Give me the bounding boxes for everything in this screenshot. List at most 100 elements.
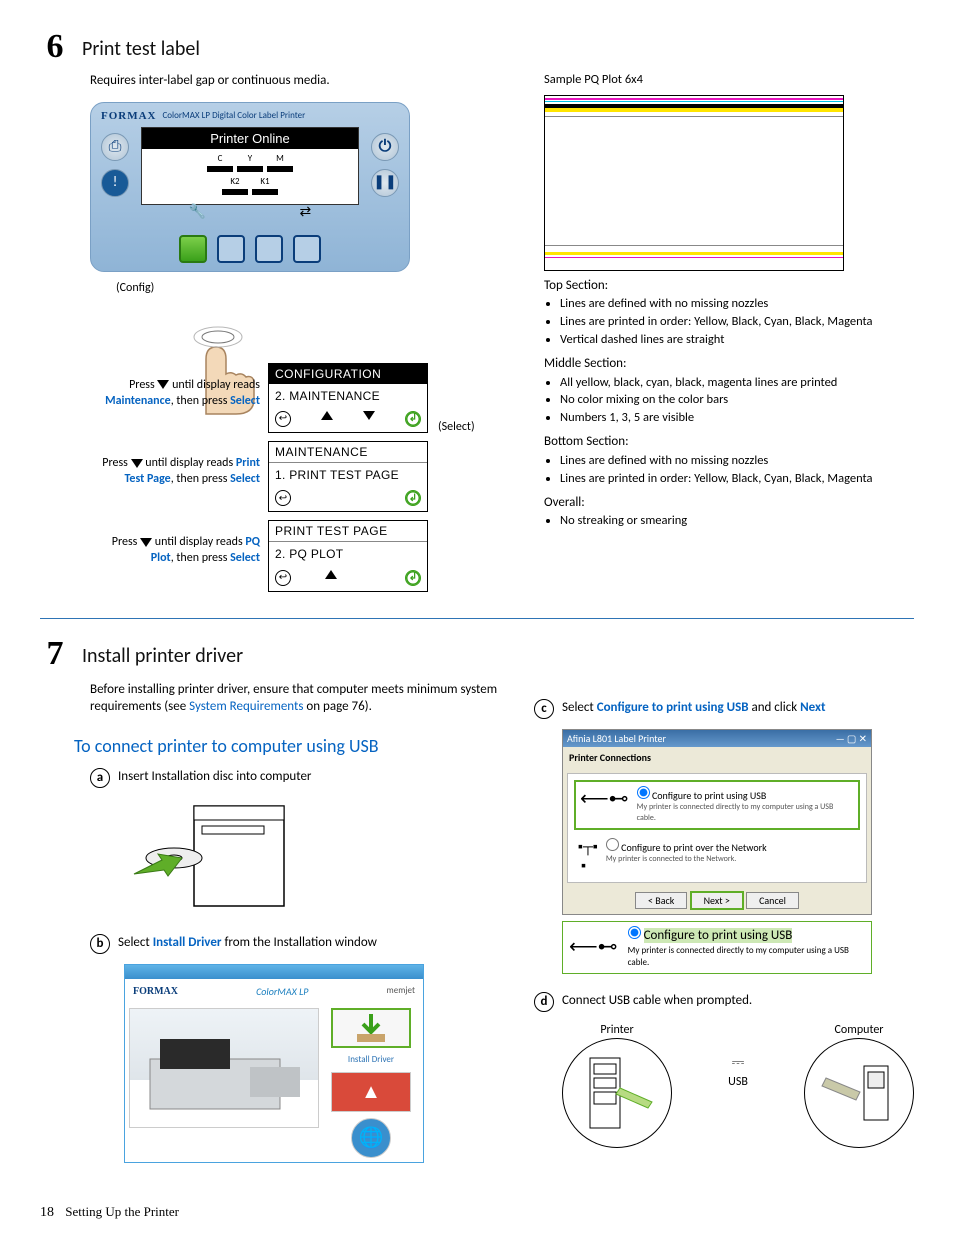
installer-brand2: ColorMAX LP xyxy=(256,985,308,999)
pq-section-list: No streaking or smearing xyxy=(560,513,914,530)
step-a: a Insert Installation disc into computer xyxy=(90,768,510,788)
pq-list-item: No color mixing on the color bars xyxy=(560,392,914,409)
down-arrow-icon xyxy=(140,538,152,547)
step6-title: Print test label xyxy=(82,30,200,63)
usb-callout-radio[interactable] xyxy=(628,926,641,939)
printer-port-diagram xyxy=(562,1038,672,1148)
menu-row-3: 2. PQ PLOT xyxy=(269,542,427,566)
select-icon: ↲ xyxy=(405,570,421,586)
power-button-icon: ⏻ xyxy=(371,133,399,161)
pq-section-title: Overall: xyxy=(544,494,914,512)
nav-button-4 xyxy=(293,235,321,263)
alert-button-icon: ! xyxy=(101,169,129,197)
select-icon: ↲ xyxy=(405,411,421,427)
menu-instr-3: Press until display reads PQ Plot, then … xyxy=(90,520,260,566)
user-guide-icon: ▲ xyxy=(331,1072,411,1112)
system-requirements-link[interactable]: System Requirements xyxy=(189,699,303,714)
ink-levels: C Y M xyxy=(142,153,358,172)
usb-icon: ⟵⊷ xyxy=(569,934,618,961)
menu-box-maintenance: MAINTENANCE 1. PRINT TEST PAGE ↩ ↲ xyxy=(268,441,428,512)
down-arrow-icon xyxy=(157,380,169,389)
step-d-text: Connect USB cable when prompted. xyxy=(562,992,752,1010)
step7-number: 7 xyxy=(40,637,70,671)
step7-intro: Before installing printer driver, ensure… xyxy=(90,681,510,716)
print-button-icon: ⎙ xyxy=(101,133,129,161)
back-button[interactable]: < Back xyxy=(635,892,687,910)
step-b-text: Select Install Driver from the Installat… xyxy=(118,934,377,952)
step-letter-a: a xyxy=(90,768,110,788)
pq-list-item: No streaking or smearing xyxy=(560,513,914,530)
installer-window-mock: FORMAX ColorMAX LP memjet Install Dri xyxy=(124,964,424,1164)
pq-section-title: Middle Section: xyxy=(544,355,914,373)
menu-hdr-1: CONFIGURATION xyxy=(269,364,427,384)
pq-section-list: Lines are defined with no missing nozzle… xyxy=(560,453,914,488)
usb-radio[interactable] xyxy=(637,786,650,799)
pq-list-item: Vertical dashed lines are straight xyxy=(560,332,914,349)
up-arrow-icon xyxy=(321,411,333,420)
install-driver-label: Install Driver xyxy=(348,1054,394,1066)
pq-section-list: Lines are defined with no missing nozzle… xyxy=(560,296,914,349)
pause-button-icon: ❚❚ xyxy=(371,169,399,197)
usb-icon: ⟵⊷ xyxy=(580,786,629,813)
select-icon: ↲ xyxy=(405,490,421,506)
installer-brand3: memjet xyxy=(387,985,415,997)
cancel-button[interactable]: Cancel xyxy=(746,892,799,910)
lcd-subtitle: ColorMAX LP Digital Color Label Printer xyxy=(163,110,306,122)
pq-plot-title: Sample PQ Plot 6x4 xyxy=(544,72,914,89)
next-button[interactable]: Next > xyxy=(690,891,744,911)
step-d: d Connect USB cable when prompted. xyxy=(534,992,914,1012)
wrench-icon: 🔧 xyxy=(189,203,206,222)
config-button xyxy=(179,235,207,263)
step6-header: 6 Print test label xyxy=(40,30,914,64)
wifi-icon: ⇄ xyxy=(300,203,312,222)
usb-callout: ⟵⊷ Configure to print using USB My print… xyxy=(562,921,872,974)
computer-port-diagram xyxy=(804,1038,914,1148)
install-driver-button[interactable] xyxy=(331,1008,411,1048)
nav-button-row xyxy=(91,235,409,263)
back-icon: ↩ xyxy=(275,570,291,586)
config-label: (Config) xyxy=(116,280,154,296)
network-icon: ▪┬▪ ▪ xyxy=(578,838,598,876)
computer-label: Computer xyxy=(804,1022,914,1038)
installer-brand1: FORMAX xyxy=(133,985,178,999)
down-arrow-icon xyxy=(363,411,375,420)
menu-row-2: 1. PRINT TEST PAGE xyxy=(269,463,427,487)
lcd-screen: Printer Online C Y M K2 K1 🔧 ⇄ xyxy=(141,127,359,205)
network-radio[interactable] xyxy=(606,838,619,851)
menu-box-print-test: PRINT TEST PAGE 2. PQ PLOT ↩ ↲ xyxy=(268,520,428,591)
step-letter-d: d xyxy=(534,992,554,1012)
usb-symbol-icon: ⎓ xyxy=(728,1052,748,1074)
menu-instr-1: Press until display reads Maintenance, t… xyxy=(90,363,260,409)
page-number: 18 xyxy=(40,1205,54,1220)
printer-connections-dialog: Afinia L801 Label Printer — ▢ ✕ Printer … xyxy=(562,729,872,916)
step7-title: Install printer driver xyxy=(82,637,243,670)
pq-list-item: Lines are printed in order: Yellow, Blac… xyxy=(560,471,914,488)
menu-hdr-3: PRINT TEST PAGE xyxy=(269,521,427,542)
pq-list-item: Numbers 1, 3, 5 are visible xyxy=(560,410,914,427)
back-icon: ↩ xyxy=(275,490,291,506)
up-arrow-icon xyxy=(325,570,337,579)
step-c: c Select Configure to print using USB an… xyxy=(534,699,914,719)
step-letter-c: c xyxy=(534,699,554,719)
window-controls: — ▢ ✕ xyxy=(836,732,867,746)
back-icon: ↩ xyxy=(275,411,291,427)
chapter-name: Setting Up the Printer xyxy=(65,1204,179,1219)
step-a-text: Insert Installation disc into computer xyxy=(118,768,311,786)
menu-box-configuration: CONFIGURATION 2. MAINTENANCE ↩ ↲ xyxy=(268,363,428,433)
printer-lcd-illustration: FORMAX ColorMAX LP Digital Color Label P… xyxy=(90,102,410,357)
page-footer: 18 Setting Up the Printer xyxy=(40,1203,914,1223)
pq-list-item: Lines are defined with no missing nozzle… xyxy=(560,453,914,470)
dialog-section: Printer Connections xyxy=(563,747,871,769)
step7-header: 7 Install printer driver xyxy=(40,637,914,671)
pq-section-list: All yellow, black, cyan, black, magenta … xyxy=(560,375,914,428)
menu-row-1: 2. MAINTENANCE xyxy=(269,384,427,408)
menu-navigation-steps: (Select) Press until display reads Maint… xyxy=(90,363,520,592)
step6-number: 6 xyxy=(40,30,70,64)
nav-button-3 xyxy=(255,235,283,263)
usb-subhead: To connect printer to computer using USB xyxy=(74,734,510,758)
lcd-status: Printer Online xyxy=(142,128,358,150)
pq-section-title: Bottom Section: xyxy=(544,433,914,451)
down-arrow-icon xyxy=(131,459,143,468)
menu-instr-2: Press until display reads Print Test Pag… xyxy=(90,441,260,487)
pq-plot-diagram xyxy=(544,95,844,271)
